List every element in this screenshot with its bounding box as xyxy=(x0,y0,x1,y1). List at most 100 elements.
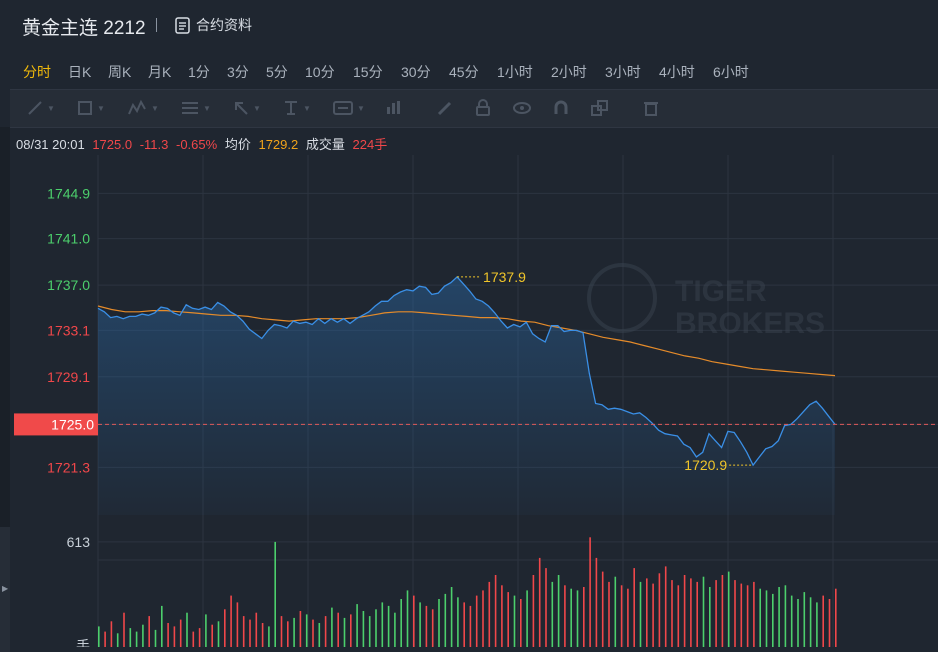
period-tab-daily[interactable]: 日K xyxy=(68,64,92,80)
contract-info-link[interactable]: 合约资料 xyxy=(175,15,252,35)
volume-bar xyxy=(658,573,661,647)
volume-bar xyxy=(620,585,623,647)
title-separator xyxy=(156,18,157,32)
rect-tool-button[interactable]: ▼ xyxy=(76,98,105,118)
copy-button[interactable] xyxy=(590,98,610,118)
volume-bar xyxy=(142,624,144,647)
price-axis-label: 1733.1 xyxy=(47,322,90,338)
volume-bar xyxy=(690,578,692,647)
volume-bar xyxy=(709,587,711,647)
volume-bar xyxy=(822,595,824,647)
volume-bar xyxy=(343,617,346,647)
text-tool-icon xyxy=(285,101,297,115)
volume-bar xyxy=(494,575,497,647)
volume-bar xyxy=(652,583,654,647)
volume-bar xyxy=(702,576,705,647)
volume-bar xyxy=(570,588,572,647)
panel-collapse-handle[interactable] xyxy=(0,527,10,652)
magnet-button[interactable] xyxy=(552,98,570,118)
pattern-tool-button[interactable]: ▼ xyxy=(128,98,159,118)
line-tool-button[interactable]: ▼ xyxy=(26,98,55,118)
drawing-toolbar: ▼ ▼ ▼ ▼ ▼ ▼ ▼ xyxy=(10,89,938,128)
volume-bar xyxy=(765,590,768,647)
quote-price: 1725.0 xyxy=(92,137,133,152)
volume-bar xyxy=(129,628,132,647)
period-tab-30m[interactable]: 30分 xyxy=(401,64,431,80)
lock-button[interactable] xyxy=(474,98,492,118)
period-tab-6h[interactable]: 6小时 xyxy=(713,64,749,80)
volume-bar xyxy=(148,616,150,647)
volume-bar xyxy=(520,599,522,647)
title-bar: 黄金主连 2212 合约资料 xyxy=(0,0,938,51)
volume-bar xyxy=(192,631,195,647)
pen-button[interactable] xyxy=(436,98,454,118)
volume-bar xyxy=(375,609,377,647)
volume-bar xyxy=(627,588,629,647)
period-tab-3h[interactable]: 3小时 xyxy=(605,64,641,80)
text-tool-button[interactable]: ▼ xyxy=(282,98,311,118)
volume-bar xyxy=(639,581,642,647)
volume-bar xyxy=(753,581,755,647)
volume-bar xyxy=(98,626,100,647)
volume-bar xyxy=(173,626,176,647)
volume-bar xyxy=(268,626,270,647)
volume-bar xyxy=(236,602,239,647)
volume-bar xyxy=(425,605,428,647)
chart-tool-button[interactable] xyxy=(384,98,402,118)
volume-bar xyxy=(331,607,333,647)
arrow-tool-icon xyxy=(235,102,248,115)
period-tab-10m[interactable]: 10分 xyxy=(305,64,335,80)
volume-bar xyxy=(179,619,182,647)
arrow-tool-button[interactable]: ▼ xyxy=(232,98,261,118)
quote-datetime: 08/31 20:01 xyxy=(16,137,85,152)
period-tab-45m[interactable]: 45分 xyxy=(449,64,479,80)
rect-tool-icon xyxy=(78,101,92,115)
volume-bar xyxy=(576,590,579,647)
volume-bar xyxy=(217,621,220,647)
expand-arrow-icon[interactable]: ▶ xyxy=(2,584,9,593)
watermark-line1: TIGER xyxy=(675,275,767,308)
trough-price-label: 1720.9 xyxy=(684,457,727,473)
volume-bar xyxy=(450,587,453,647)
volume-bar xyxy=(224,609,226,647)
volume-bar xyxy=(274,541,276,647)
period-tab-4h[interactable]: 4小时 xyxy=(659,64,695,80)
volume-bar xyxy=(595,557,598,647)
volume-bar xyxy=(211,624,213,647)
copy-icon xyxy=(591,100,608,116)
volume-bar xyxy=(646,578,648,647)
period-tab-2h[interactable]: 2小时 xyxy=(551,64,587,80)
price-axis-label: 1721.3 xyxy=(47,459,90,475)
volume-bar xyxy=(242,616,245,647)
magnet-icon xyxy=(554,100,568,114)
volume-bar xyxy=(589,537,591,647)
volume-bar xyxy=(230,595,232,647)
watermark-logo: TIGER BROKERS xyxy=(587,263,825,340)
volume-bar xyxy=(614,576,617,647)
period-tab-1h[interactable]: 1小时 xyxy=(497,64,533,80)
volume-bar xyxy=(601,571,604,647)
timeshare-chart[interactable]: TIGER BROKERS 1725.0 1744.91741.01737.01… xyxy=(10,155,938,647)
delete-button[interactable] xyxy=(642,98,660,118)
extreme-markers: 1737.9 1720.9 xyxy=(457,269,754,473)
volume-bar xyxy=(287,621,289,647)
volume-bar xyxy=(368,616,371,647)
label-tool-button[interactable]: ▼ xyxy=(332,98,365,118)
fib-tool-button[interactable]: ▼ xyxy=(180,98,211,118)
period-tab-monthly[interactable]: 月K xyxy=(148,64,172,80)
period-tab-3m[interactable]: 3分 xyxy=(227,64,249,80)
pattern-tool-icon xyxy=(128,99,146,115)
line-tool-icon xyxy=(28,101,42,115)
period-tab-1m[interactable]: 1分 xyxy=(188,64,210,80)
eye-button[interactable] xyxy=(512,98,532,118)
period-tab-weekly[interactable]: 周K xyxy=(108,64,132,80)
volume-bar xyxy=(551,581,554,647)
volume-bar xyxy=(135,631,138,647)
avg-price-line xyxy=(97,305,836,377)
volume-bar xyxy=(312,619,314,647)
period-tab-15m[interactable]: 15分 xyxy=(353,64,383,80)
contract-info-label: 合约资料 xyxy=(196,17,252,33)
volume-bar xyxy=(356,604,358,647)
period-tab-timeshare[interactable]: 分时 xyxy=(23,64,51,80)
period-tab-5m[interactable]: 5分 xyxy=(266,64,288,80)
